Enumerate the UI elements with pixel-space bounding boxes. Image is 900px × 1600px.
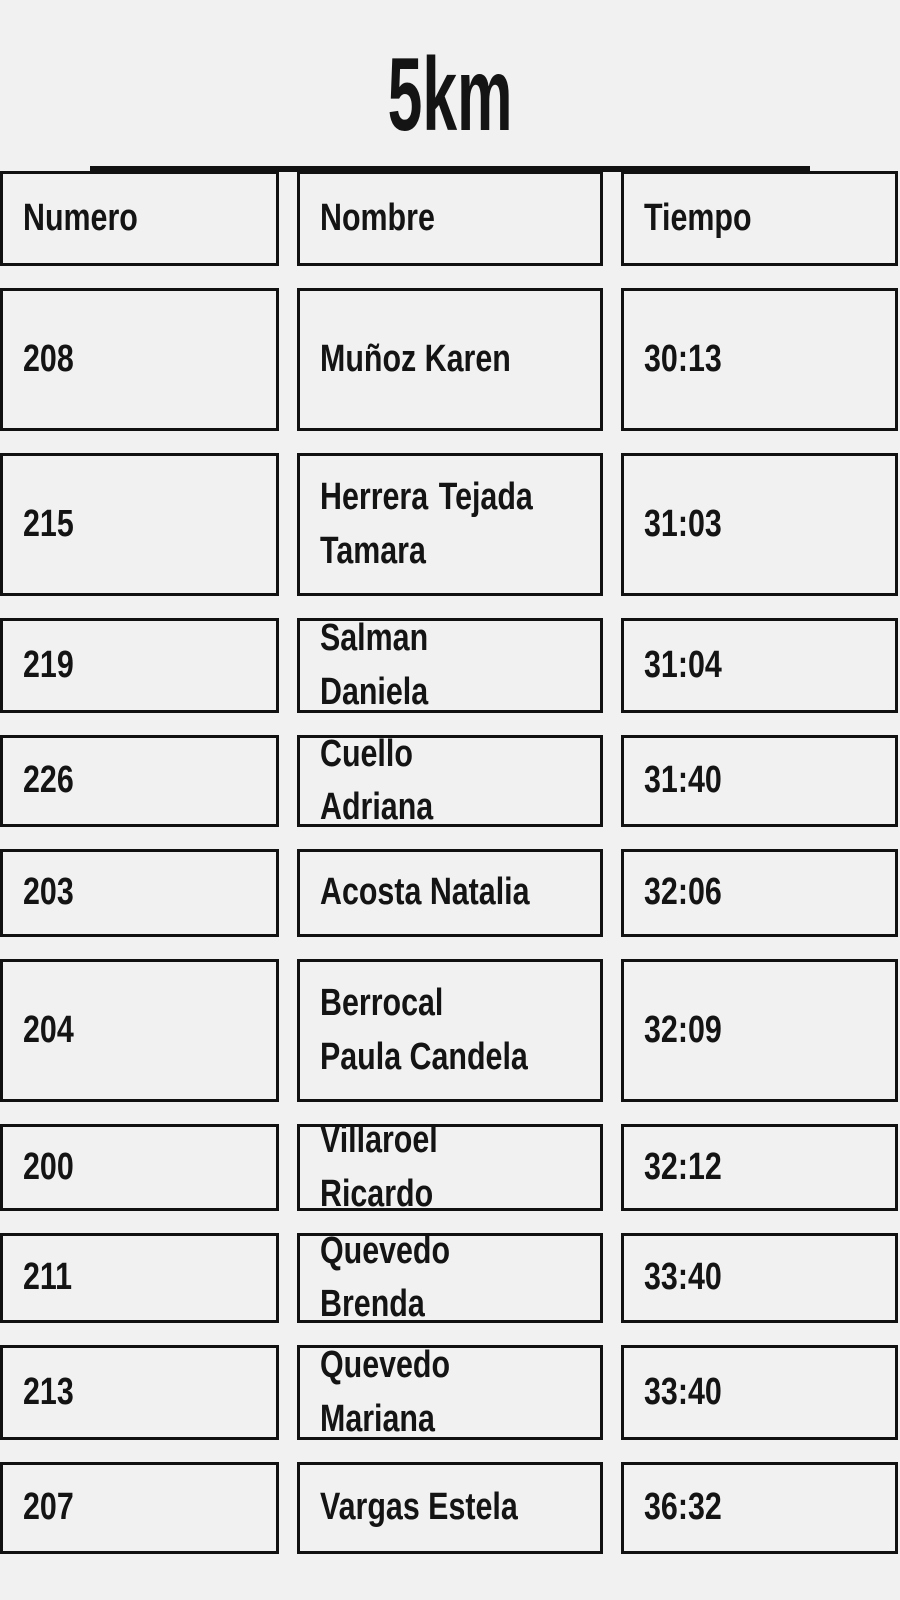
tiempo-value: 31:40: [644, 759, 722, 802]
nombre-cell: Quevedo Mariana: [297, 1345, 603, 1440]
numero-cell: 213: [0, 1345, 279, 1440]
tiempo-cell: 31:04: [621, 618, 898, 713]
nombre-cell: Herrera Tejada Tamara: [297, 453, 603, 596]
nombre-value: Muñoz Karen: [320, 337, 511, 380]
nombre-cell: Salman Daniela: [297, 618, 603, 713]
tiempo-value: 30:13: [644, 337, 722, 380]
nombre-cell: Villaroel Ricardo: [297, 1124, 603, 1211]
tiempo-value: 31:03: [644, 502, 722, 545]
tiempo-value: 36:32: [644, 1486, 722, 1529]
numero-cell: 207: [0, 1462, 279, 1554]
page-title-text: 5km: [387, 37, 513, 153]
nombre-value: Herrera Tejada Tamara: [320, 476, 533, 572]
numero-cell: 204: [0, 959, 279, 1102]
numero-value: 204: [23, 1008, 74, 1051]
tiempo-value: 33:40: [644, 1256, 722, 1299]
tiempo-cell: 33:40: [621, 1345, 898, 1440]
numero-value: 208: [23, 337, 74, 380]
tiempo-cell: 31:03: [621, 453, 898, 596]
tiempo-cell: 36:32: [621, 1462, 898, 1554]
numero-value: 211: [23, 1256, 73, 1299]
header-cell-tiempo: Tiempo: [621, 171, 898, 266]
tiempo-value: 31:04: [644, 643, 722, 686]
tiempo-cell: 32:12: [621, 1124, 898, 1211]
title-underline-rule: [90, 166, 810, 172]
nombre-value: Quevedo Brenda: [320, 1233, 451, 1323]
nombre-value: Salman Daniela: [320, 618, 429, 713]
nombre-cell: Muñoz Karen: [297, 288, 603, 431]
numero-value: 226: [23, 759, 74, 802]
results-table: Numero Nombre Tiempo 208 Muñoz Karen 30:13…: [0, 171, 899, 1554]
tiempo-cell: 32:09: [621, 959, 898, 1102]
numero-value: 219: [23, 643, 74, 686]
nombre-value: Berrocal Paula Candela: [320, 982, 528, 1078]
nombre-cell: Acosta Natalia: [297, 849, 603, 937]
tiempo-cell: 31:40: [621, 735, 898, 827]
header-label-nombre: Nombre: [320, 196, 435, 239]
numero-value: 200: [23, 1145, 74, 1188]
nombre-value: Cuello Adriana: [320, 735, 434, 827]
nombre-value: Vargas Estela: [320, 1486, 518, 1529]
numero-cell: 208: [0, 288, 279, 431]
header-cell-numero: Numero: [0, 171, 279, 266]
nombre-cell: Vargas Estela: [297, 1462, 603, 1554]
header-label-tiempo: Tiempo: [644, 196, 752, 239]
nombre-cell: Cuello Adriana: [297, 735, 603, 827]
nombre-value: Acosta Natalia: [320, 871, 530, 914]
tiempo-cell: 30:13: [621, 288, 898, 431]
nombre-cell: Berrocal Paula Candela: [297, 959, 603, 1102]
header-label-numero: Numero: [23, 196, 138, 239]
numero-cell: 215: [0, 453, 279, 596]
numero-value: 215: [23, 502, 74, 545]
nombre-value: Villaroel Ricardo: [320, 1124, 438, 1211]
numero-cell: 226: [0, 735, 279, 827]
tiempo-value: 32:12: [644, 1145, 722, 1188]
tiempo-value: 32:06: [644, 871, 722, 914]
numero-cell: 211: [0, 1233, 279, 1323]
numero-value: 213: [23, 1370, 74, 1413]
page-title: 5km: [0, 40, 900, 150]
tiempo-cell: 32:06: [621, 849, 898, 937]
tiempo-value: 32:09: [644, 1008, 722, 1051]
tiempo-cell: 33:40: [621, 1233, 898, 1323]
tiempo-value: 33:40: [644, 1370, 722, 1413]
nombre-value: Quevedo Mariana: [320, 1345, 451, 1440]
numero-cell: 200: [0, 1124, 279, 1211]
numero-cell: 203: [0, 849, 279, 937]
nombre-cell: Quevedo Brenda: [297, 1233, 603, 1323]
header-cell-nombre: Nombre: [297, 171, 603, 266]
numero-value: 203: [23, 871, 74, 914]
numero-value: 207: [23, 1486, 74, 1529]
numero-cell: 219: [0, 618, 279, 713]
